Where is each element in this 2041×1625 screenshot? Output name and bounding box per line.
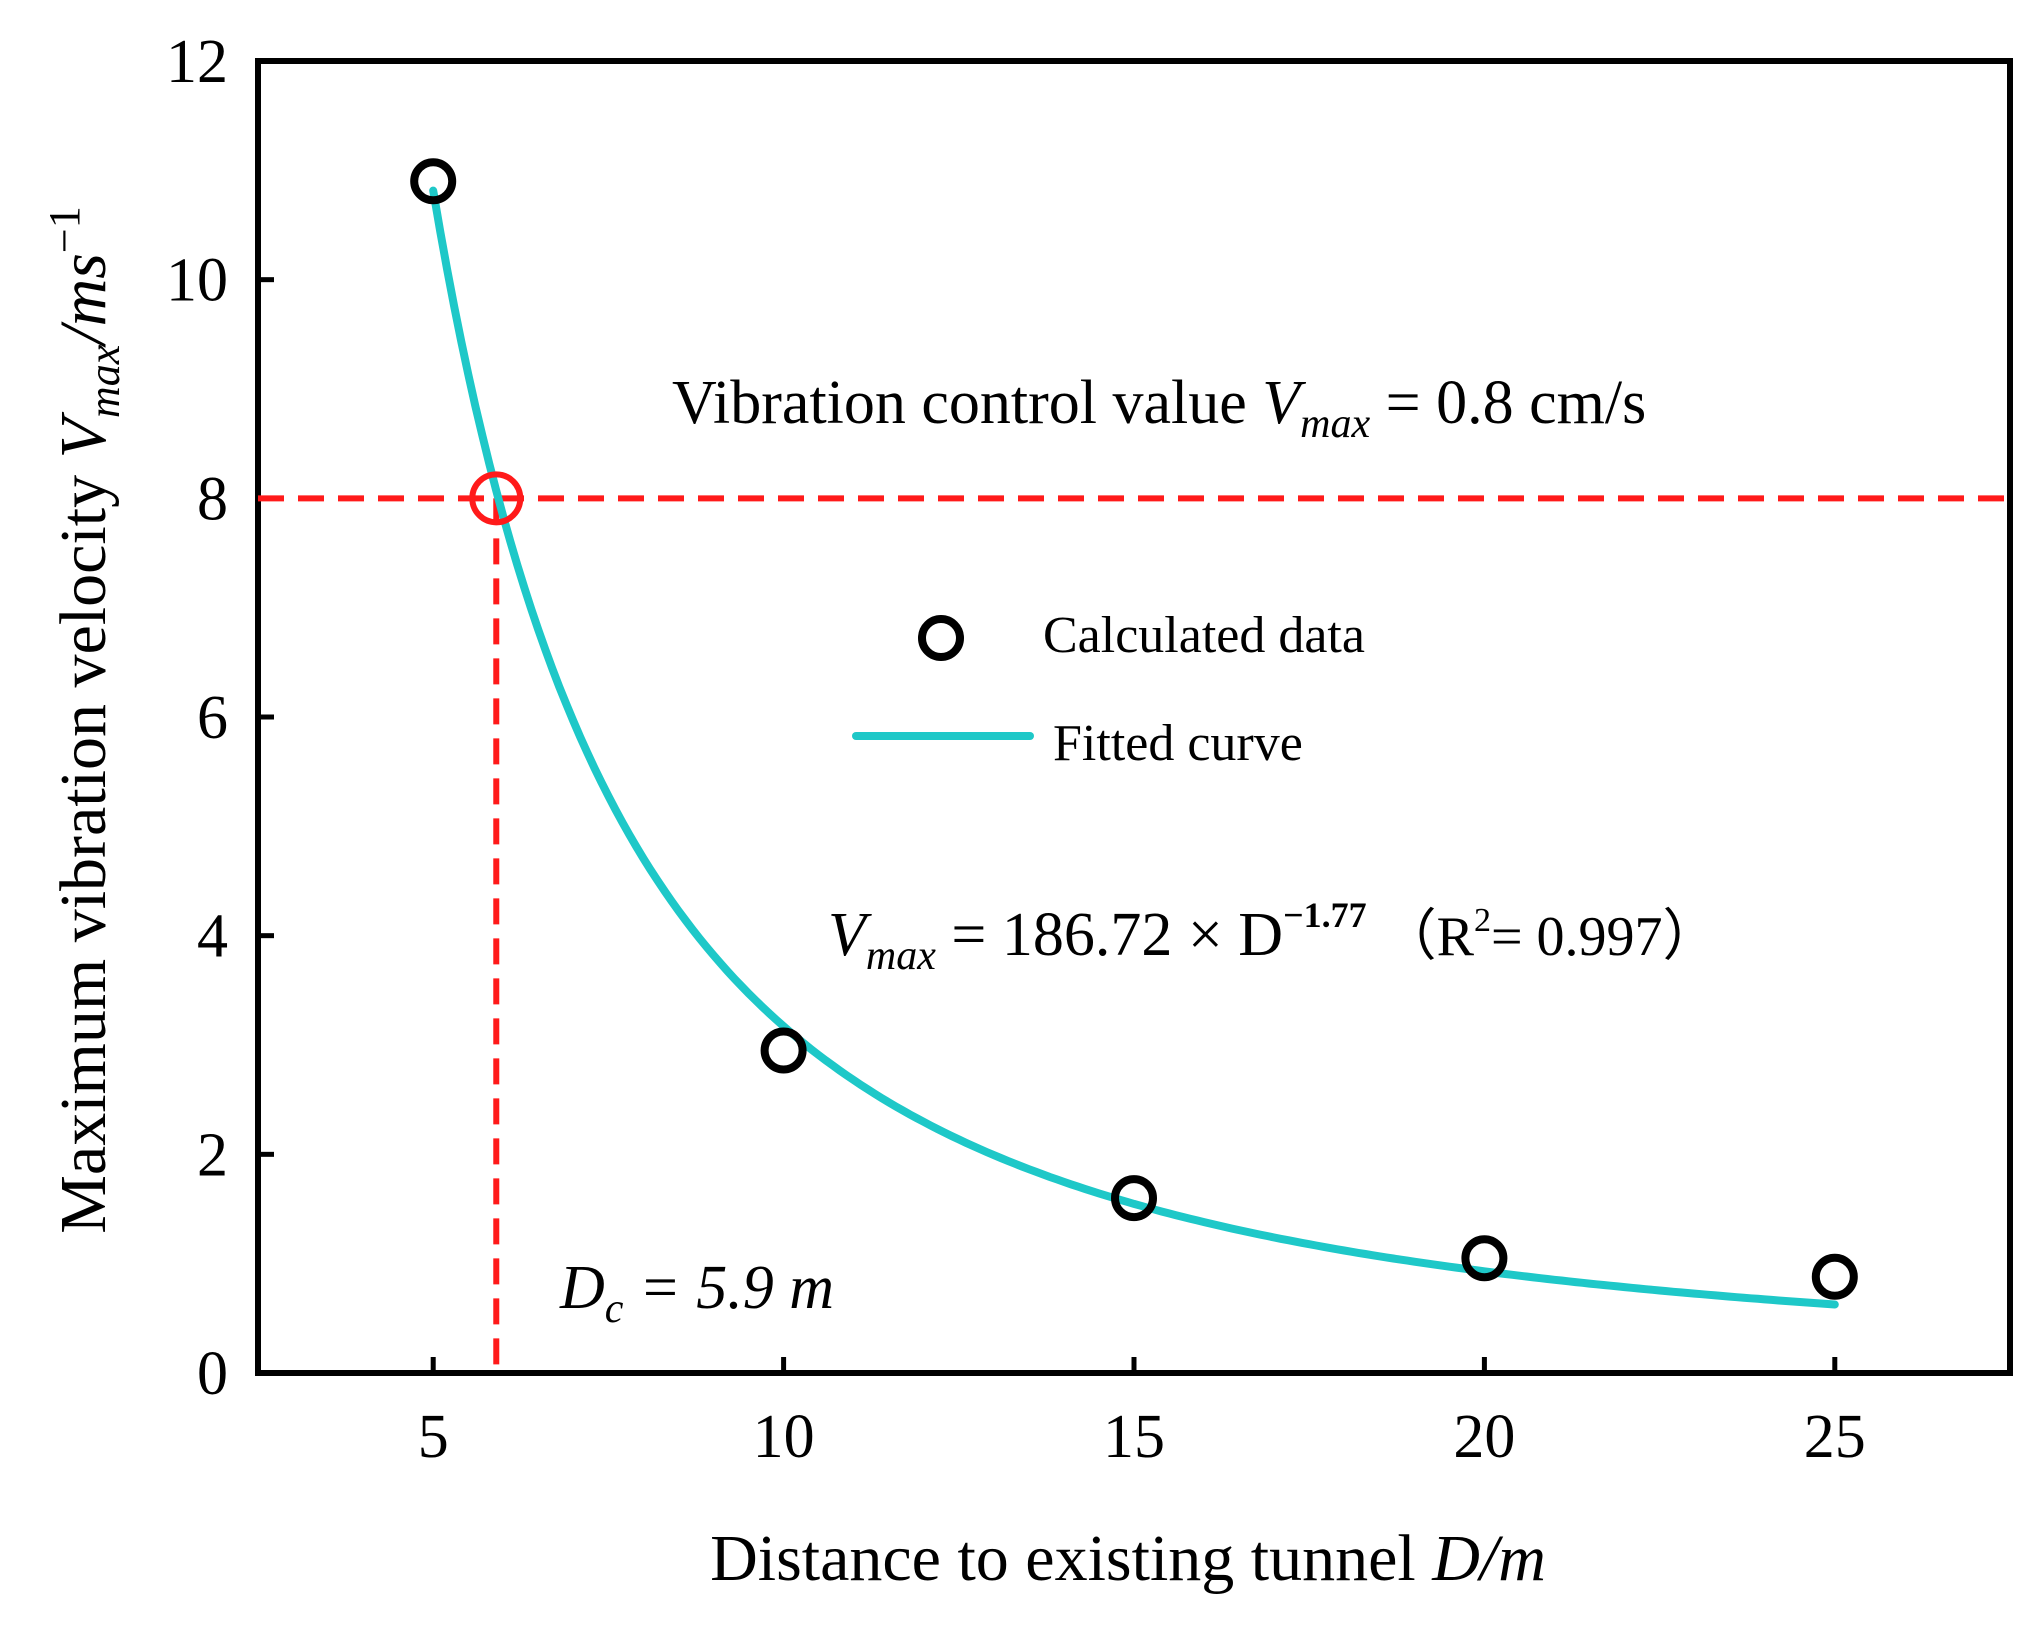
x-axis-ticks: 5 10 15 20 25 (418, 1357, 1866, 1471)
y-tick-label: 10 (166, 247, 228, 315)
y-tick-label: 6 (197, 684, 228, 752)
data-point (1811, 1253, 1858, 1300)
x-tick-label: 20 (1453, 1403, 1515, 1471)
data-point (760, 1027, 807, 1074)
y-tick-label: 4 (197, 903, 228, 971)
y-tick-label: 2 (197, 1121, 228, 1189)
fitted-curve-line (429, 186, 1839, 1309)
legend-label-calculated: Calculated data (1043, 607, 1365, 664)
legend: Calculated data Fitted curve (852, 607, 1365, 772)
y-tick-label: 8 (197, 465, 228, 533)
x-tick-label: 5 (418, 1403, 449, 1471)
data-point (1111, 1175, 1157, 1222)
data-point (1461, 1235, 1508, 1282)
x-axis-title: Distance to existing tunnel D/m (710, 1522, 1546, 1595)
legend-label-fitted: Fitted curve (1053, 715, 1303, 772)
threshold-label: Vibration control value Vmax = 0.8 cm/s (672, 369, 1646, 447)
fit-equation-label: Vmax = 186.72 × D−1.77 （R2= 0.997） (828, 895, 1719, 979)
critical-point-marker (469, 471, 524, 526)
data-point (410, 158, 457, 205)
y-tick-label: 0 (197, 1340, 228, 1408)
y-axis-title: Maximum vibration velocity Vmax/ms−1 (40, 206, 129, 1234)
legend-marker-calculated (918, 615, 964, 661)
critical-distance-label: Dc = 5.9 m (559, 1254, 834, 1332)
calculated-data-points (410, 158, 1858, 1300)
x-tick-label: 25 (1804, 1403, 1866, 1471)
y-tick-label: 12 (166, 28, 228, 96)
x-tick-label: 10 (753, 1403, 815, 1471)
x-tick-label: 15 (1103, 1403, 1165, 1471)
